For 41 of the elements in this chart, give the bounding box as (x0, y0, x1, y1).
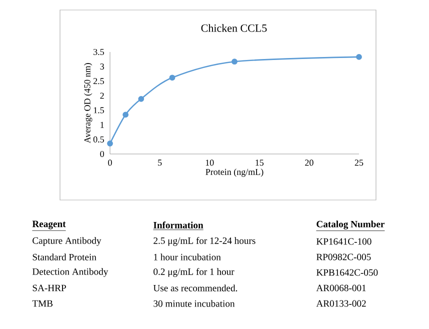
y-tick-label: 1 (100, 122, 104, 128)
text: AR0133-002 (316, 300, 366, 307)
text: Information (154, 222, 204, 228)
y-tick-label: 1.5 (94, 107, 104, 114)
text: AR0068-001 (316, 284, 366, 292)
text: RP0982C-005 (316, 254, 371, 260)
x-tick-label: 20 (305, 160, 314, 166)
x-tick-label: 5 (158, 160, 162, 166)
y-tick-label: 0 (100, 150, 104, 158)
text: KP1641C-100 (316, 238, 372, 245)
chart-title: Chicken CCL5 (201, 24, 267, 32)
y-axis-title: Average OD (450 nm) (84, 63, 92, 144)
x-tick-label: 25 (354, 160, 364, 166)
point (356, 54, 362, 60)
text: Reagent (32, 220, 66, 230)
point (169, 74, 176, 81)
y-tick-label: 3 (100, 64, 104, 70)
text: Capture Antibody (32, 237, 102, 246)
x-tick-label: 0 (108, 160, 112, 166)
text: 2.5 μg/mL for 12-24 hours (154, 237, 256, 246)
text: 30 minute incubation (154, 300, 235, 307)
text: KPB1642C-050 (316, 269, 378, 276)
point (138, 96, 144, 102)
text: Detection Antibody (32, 268, 108, 277)
x-tick-label: 15 (256, 160, 264, 166)
x-tick-label: 10 (206, 160, 214, 166)
point (232, 58, 238, 65)
text: 1 hour incubation (154, 254, 221, 260)
y-tick-label: 2 (100, 92, 104, 99)
point (122, 112, 129, 118)
y-tick-label: 0.5 (93, 136, 104, 142)
text: Standard Protein (32, 254, 96, 260)
y-tick-label: 3.5 (94, 48, 104, 56)
text: SA-HRP (32, 284, 66, 292)
y-tick-label: 2.5 (93, 78, 104, 84)
point (107, 140, 113, 146)
text: TMB (32, 300, 53, 307)
x-axis-title: Protein (ng/mL) (206, 168, 264, 177)
text: 0.2 μg/mL for 1 hour (154, 268, 234, 277)
text: Catalog Number (316, 220, 385, 230)
text: Use as recommended. (153, 284, 238, 292)
